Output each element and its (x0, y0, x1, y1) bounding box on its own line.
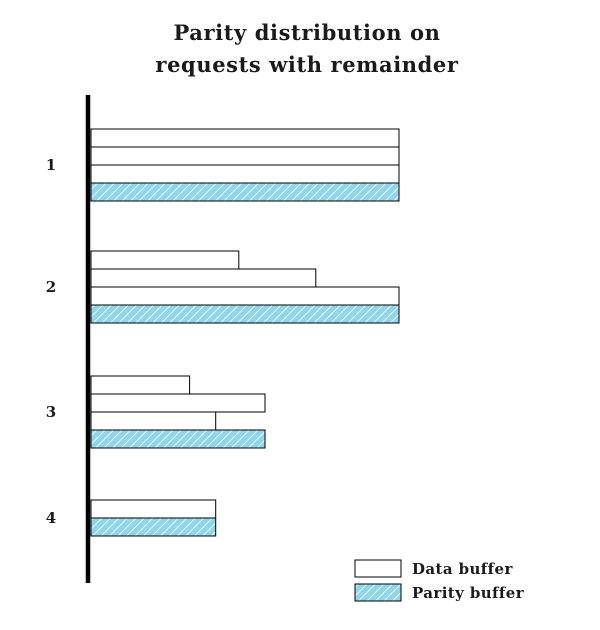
diagram-title-line-1: Parity distribution on (173, 20, 440, 45)
request-groups: 1 2 3 4 (46, 128, 400, 537)
legend: Data buffer Parity buffer (354, 559, 525, 602)
data-buffer-bar (90, 286, 400, 306)
group-label-4: 4 (46, 509, 56, 527)
legend-swatch-parity (354, 583, 402, 602)
data-buffer-bar (90, 375, 191, 395)
legend-label-parity: Parity buffer (412, 584, 525, 602)
legend-swatch-data (354, 559, 402, 578)
data-buffer-bar (90, 128, 400, 148)
parity-buffer-bar (90, 517, 217, 537)
request-group-2: 2 (46, 250, 400, 324)
group-label-2: 2 (46, 278, 56, 296)
data-buffer-bar (90, 411, 217, 431)
request-group-3: 3 (46, 375, 266, 449)
request-group-4: 4 (46, 499, 217, 537)
parity-buffer-bar (90, 182, 400, 202)
data-buffer-bar (90, 499, 217, 519)
data-buffer-bar (90, 164, 400, 184)
request-group-1: 1 (46, 128, 400, 202)
diagram-title-line-2: requests with remainder (155, 52, 458, 77)
parity-buffer-bar (90, 429, 266, 449)
group-label-3: 3 (46, 403, 56, 421)
legend-label-data: Data buffer (412, 560, 513, 578)
group-label-1: 1 (46, 156, 56, 174)
data-buffer-bar (90, 250, 240, 270)
data-buffer-bar (90, 393, 266, 413)
parity-buffer-bar (90, 304, 400, 324)
data-buffer-bar (90, 268, 317, 288)
data-buffer-bar (90, 146, 400, 166)
